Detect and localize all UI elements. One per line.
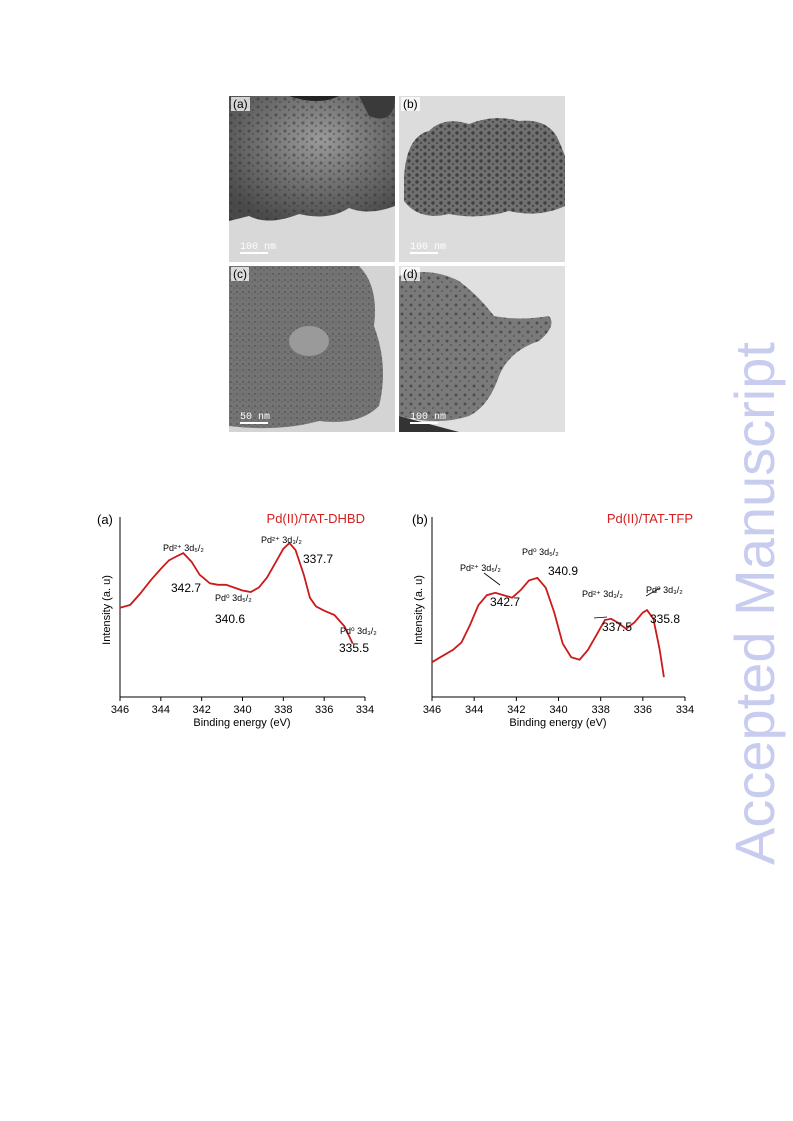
x-tick-label: 334 xyxy=(676,704,694,716)
series-line xyxy=(119,541,354,645)
x-tick-label: 340 xyxy=(233,704,251,716)
tem-image-c: (c) 50 nm xyxy=(229,266,395,432)
peak-value: 342.7 xyxy=(171,581,201,595)
y-axis-label: Intensity (a. u) xyxy=(413,575,425,645)
y-axis-label: Intensity (a. u) xyxy=(101,575,113,645)
x-axis-label: Binding energy (eV) xyxy=(509,717,606,729)
x-tick-label: 336 xyxy=(634,704,652,716)
x-ticks: 346 344 342 340 338 336 334 xyxy=(111,697,374,716)
x-tick-label: 336 xyxy=(315,704,333,716)
x-tick-label: 340 xyxy=(549,704,567,716)
leader-line xyxy=(593,616,608,619)
chart-panel-label: (a) xyxy=(97,512,113,527)
peak-value: 340.6 xyxy=(215,612,245,626)
peak-label: Pd⁰ 3d₅/₂ xyxy=(522,547,559,557)
x-tick-label: 344 xyxy=(465,704,483,716)
tem-label-b: (b) xyxy=(401,97,420,111)
tem-label-a: (a) xyxy=(231,97,250,111)
tem-image-a: (a) 100 nm xyxy=(229,96,395,262)
watermark-text: Accepted Manuscript xyxy=(723,342,786,865)
x-tick-label: 346 xyxy=(111,704,129,716)
x-tick-label: 338 xyxy=(591,704,609,716)
scale-bar xyxy=(240,422,268,424)
peak-label: Pd⁰ 3d₅/₂ xyxy=(215,593,252,603)
scale-text-b: 100 nm xyxy=(410,242,447,253)
tem-label-c: (c) xyxy=(231,267,249,281)
scale-text-a: 100 nm xyxy=(240,242,277,253)
scale-bar xyxy=(410,252,438,254)
chart-title: Pd(II)/TAT-TFP xyxy=(607,511,693,526)
x-tick-label: 342 xyxy=(507,704,525,716)
peak-value: 342.7 xyxy=(490,595,520,609)
x-ticks: 346 344 342 340 338 336 334 xyxy=(423,697,694,716)
scale-text-d: 100 nm xyxy=(410,412,447,423)
peak-label: Pd⁰ 3d₃/₂ xyxy=(646,585,683,595)
peak-value: 337.5 xyxy=(602,620,632,634)
scale-bar xyxy=(240,252,268,254)
peak-value: 340.9 xyxy=(548,564,578,578)
tem-figure: (a) 100 nm (b) 100 nm xyxy=(229,96,565,432)
leader-line xyxy=(483,572,501,586)
peak-value: 335.5 xyxy=(339,641,369,655)
series-line xyxy=(431,576,665,678)
chart-title: Pd(II)/TAT-DHBD xyxy=(267,511,365,526)
x-tick-label: 334 xyxy=(356,704,374,716)
tem-image-d: (d) 100 nm xyxy=(399,266,565,432)
peak-label: Pd²⁺ 3d₅/₂ xyxy=(163,543,204,553)
x-axis-label: Binding energy (eV) xyxy=(193,717,290,729)
peak-value: 337.7 xyxy=(303,552,333,566)
xps-chart-a: (a) Pd(II)/TAT-DHBD 346 344 342 340 338 336 33… xyxy=(97,511,377,729)
leader-line xyxy=(645,587,661,597)
peak-label: Pd²⁺ 3d₃/₂ xyxy=(582,589,623,599)
peak-value: 335.8 xyxy=(650,612,680,626)
x-tick-label: 344 xyxy=(152,704,170,716)
tem-label-d: (d) xyxy=(401,267,420,281)
peak-label: Pd²⁺ 3d₅/₂ xyxy=(460,563,501,573)
scale-text-c: 50 nm xyxy=(240,412,271,423)
x-tick-label: 338 xyxy=(274,704,292,716)
peak-label: Pd²⁺ 3d₃/₂ xyxy=(261,535,302,545)
x-tick-label: 342 xyxy=(192,704,210,716)
tem-image-b: (b) 100 nm xyxy=(399,96,565,262)
watermark: Accepted Manuscript xyxy=(723,342,786,865)
x-tick-label: 346 xyxy=(423,704,441,716)
scale-bar xyxy=(410,422,438,424)
peak-label: Pd⁰ 3d₃/₂ xyxy=(340,626,377,636)
xps-chart-b: (b) Pd(II)/TAT-TFP 346 344 342 340 338 336 334… xyxy=(412,511,694,729)
chart-panel-label: (b) xyxy=(412,512,428,527)
